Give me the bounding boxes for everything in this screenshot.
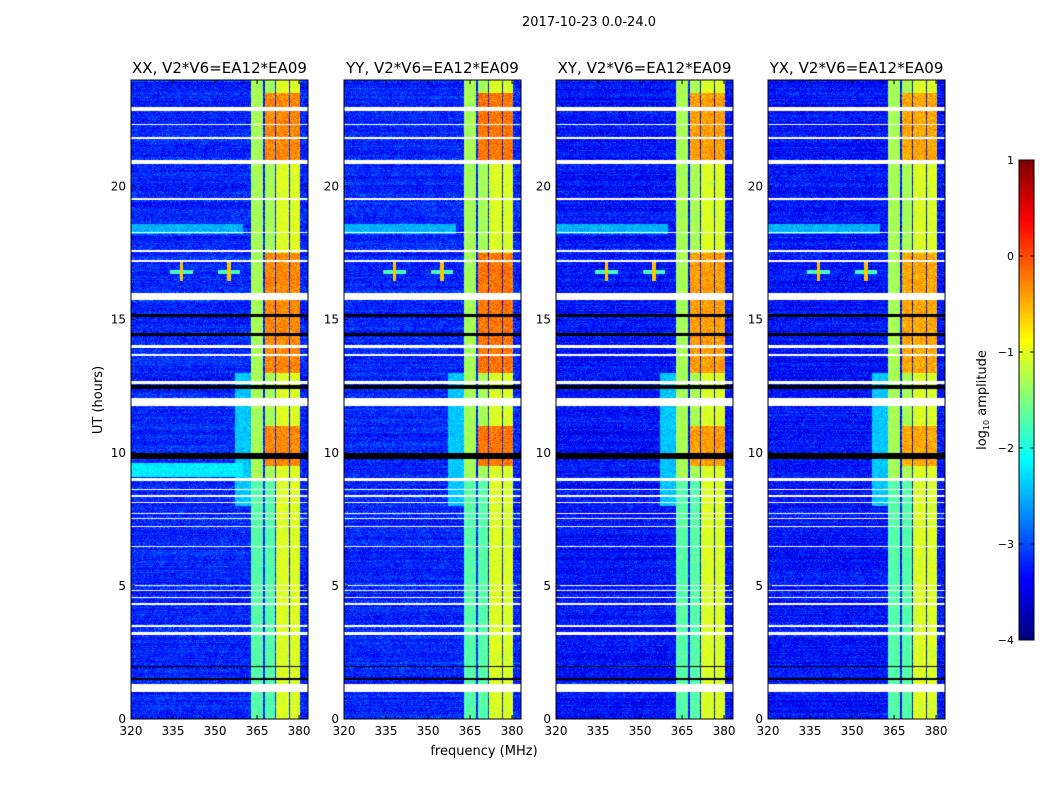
y-tick-label: 0	[543, 712, 551, 726]
colorbar	[1019, 160, 1034, 640]
y-tick-label: 5	[543, 579, 551, 593]
y-tick-label: 15	[748, 313, 763, 327]
x-tick-label: 335	[375, 724, 398, 738]
heatmap-image	[131, 80, 308, 719]
y-tick-label: 5	[118, 579, 126, 593]
heatmap-image	[344, 80, 521, 719]
panel-title: YX, V2*V6=EA12*EA09	[769, 59, 944, 77]
x-tick-label: 380	[501, 724, 524, 738]
y-tick-label: 20	[536, 180, 551, 194]
x-tick-label: 350	[204, 724, 227, 738]
x-tick-label: 320	[120, 724, 143, 738]
panel-title: XX, V2*V6=EA12*EA09	[132, 59, 307, 77]
y-tick-label: 10	[324, 446, 339, 460]
x-tick-label: 320	[757, 724, 780, 738]
x-tick-label: 335	[799, 724, 822, 738]
panel-title: YY, V2*V6=EA12*EA09	[345, 59, 519, 77]
y-tick-label: 10	[748, 446, 763, 460]
y-tick-label: 0	[331, 712, 339, 726]
y-tick-label: 20	[748, 180, 763, 194]
y-tick-label: 10	[536, 446, 551, 460]
x-tick-label: 350	[629, 724, 652, 738]
colorbar-label: log10 amplitude	[975, 350, 991, 450]
colorbar-tick-label: −3	[998, 538, 1014, 551]
y-tick-label: 15	[111, 313, 126, 327]
heatmap-image	[768, 80, 945, 719]
colorbar-tick-label: 0	[1007, 250, 1014, 263]
x-tick-label: 365	[246, 724, 269, 738]
y-tick-label: 20	[324, 180, 339, 194]
colorbar-tick-label: 1	[1007, 154, 1014, 167]
x-tick-label: 350	[841, 724, 864, 738]
y-tick-label: 0	[118, 712, 126, 726]
y-axis-label: UT (hours)	[91, 366, 106, 434]
x-tick-label: 365	[671, 724, 694, 738]
y-tick-label: 5	[331, 579, 339, 593]
y-tick-label: 15	[536, 313, 551, 327]
colorbar-tick-label: −1	[998, 346, 1014, 359]
x-tick-label: 320	[545, 724, 568, 738]
x-tick-label: 365	[883, 724, 906, 738]
panel-title: XY, V2*V6=EA12*EA09	[558, 59, 732, 77]
x-tick-label: 350	[417, 724, 440, 738]
heatmap-image	[556, 80, 733, 719]
y-tick-label: 20	[111, 180, 126, 194]
x-axis-label: frequency (MHz)	[430, 744, 537, 759]
colorbar-tick-label: −2	[998, 442, 1014, 455]
figure-title: 2017-10-23 0.0-24.0	[522, 15, 656, 30]
y-tick-label: 5	[755, 579, 763, 593]
x-tick-label: 380	[713, 724, 736, 738]
x-tick-label: 380	[925, 724, 948, 738]
colorbar-tick-label: −4	[998, 634, 1014, 647]
x-tick-label: 320	[333, 724, 356, 738]
y-tick-label: 15	[324, 313, 339, 327]
x-tick-label: 365	[459, 724, 482, 738]
y-tick-label: 0	[755, 712, 763, 726]
x-tick-label: 335	[162, 724, 185, 738]
x-tick-label: 380	[288, 724, 311, 738]
x-tick-label: 335	[587, 724, 610, 738]
y-tick-label: 10	[111, 446, 126, 460]
